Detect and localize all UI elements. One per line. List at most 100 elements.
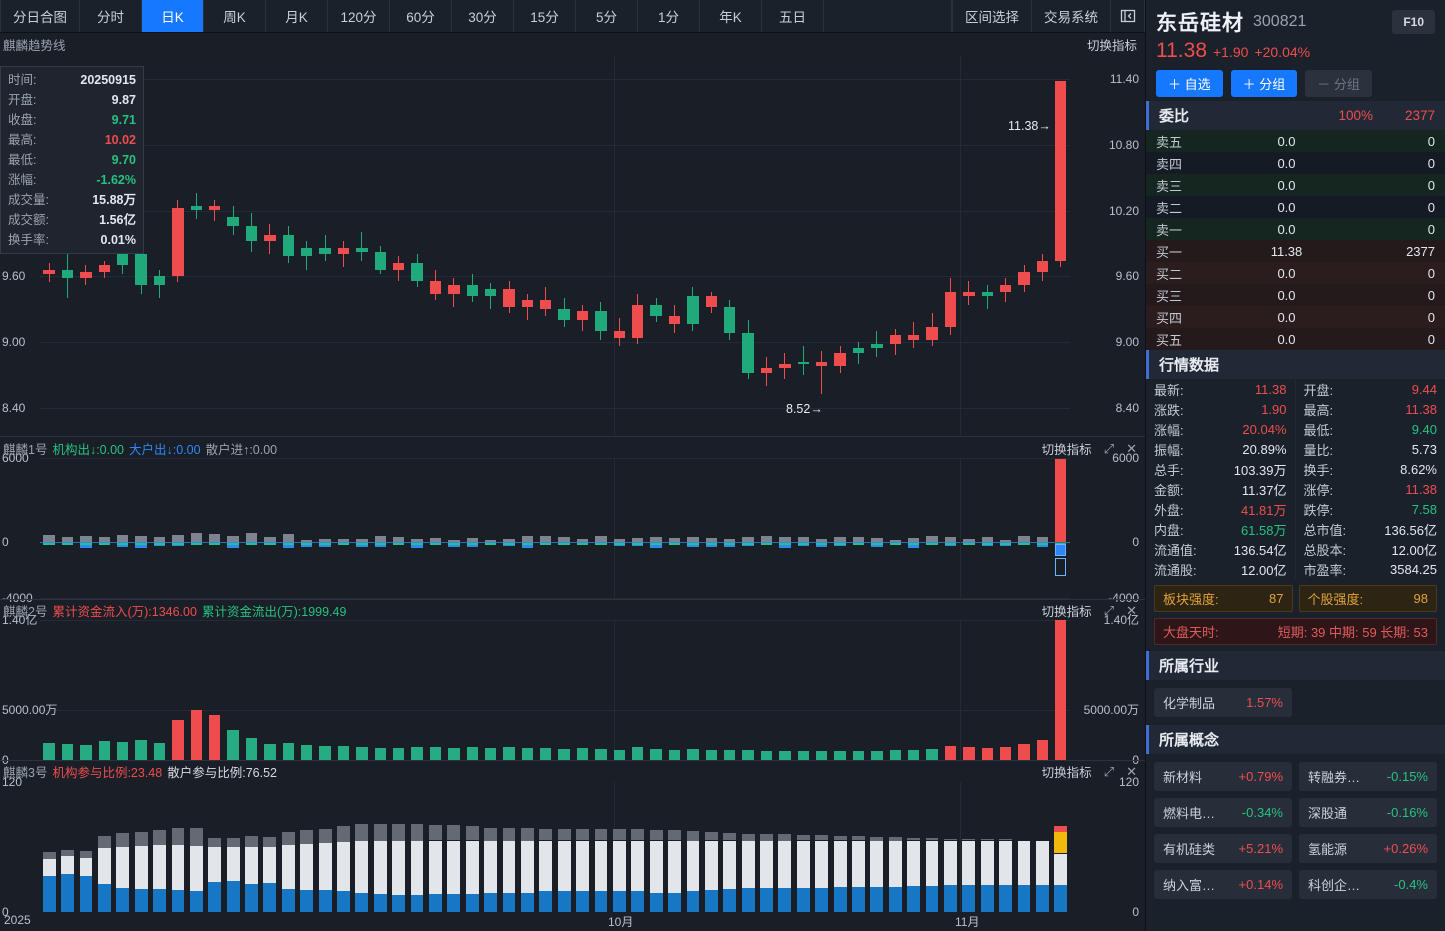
orderbook-row[interactable]: 卖一 0.0 0 bbox=[1146, 218, 1445, 240]
participation-bar-mid bbox=[1018, 841, 1031, 885]
candlestick-chart[interactable]: 8.40 9.00 9.60 10.20 10.80 11.40 9.60 9.00 8.40 1… bbox=[0, 55, 1145, 435]
concept-tag[interactable]: 有机硅类 +5.21% bbox=[1154, 834, 1292, 863]
expand-icon[interactable]: ⤢ bbox=[1104, 604, 1114, 617]
orderbook-volume: 0 bbox=[1373, 200, 1435, 215]
timeframe-tab-6[interactable]: 60分 bbox=[390, 0, 452, 32]
orderbook-ratio: 100% bbox=[1338, 108, 1373, 123]
expand-icon[interactable]: ⤢ bbox=[1104, 765, 1114, 778]
quote-value: 41.81万 bbox=[1241, 500, 1287, 519]
quotes-title: 行情数据 bbox=[1159, 354, 1219, 375]
candle bbox=[283, 55, 294, 435]
timeframe-tab-8[interactable]: 15分 bbox=[514, 0, 576, 32]
participation-bar-retail bbox=[355, 893, 368, 913]
turnover-bar bbox=[614, 750, 625, 760]
orderbook-row[interactable]: 买三 0.0 0 bbox=[1146, 284, 1445, 306]
orderbook-price: 11.38 bbox=[1200, 244, 1373, 259]
timeframe-tab-12[interactable]: 五日 bbox=[762, 0, 824, 32]
timeframe-tab-5[interactable]: 120分 bbox=[328, 0, 390, 32]
participation-bar-mid bbox=[760, 841, 773, 889]
concept-tag[interactable]: 新材料 +0.79% bbox=[1154, 762, 1292, 791]
participation-chart[interactable]: 120 120 0 0 bbox=[0, 782, 1145, 912]
panel3-title: 麒麟3号 bbox=[3, 762, 47, 781]
participation-bar-mid bbox=[337, 842, 350, 892]
participation-bar-mid bbox=[870, 841, 883, 888]
timeframe-tab-10[interactable]: 1分 bbox=[638, 0, 700, 32]
candle-body bbox=[448, 285, 459, 294]
turnover-bar bbox=[117, 742, 128, 760]
remove-group-button[interactable]: － 分组 bbox=[1305, 70, 1372, 97]
add-group-button[interactable]: ＋ 分组 bbox=[1231, 70, 1298, 97]
expand-icon[interactable]: ⤢ bbox=[1104, 442, 1114, 455]
stock-detail-panel: 东岳硅材 300821 F10 11.38 +1.90 +20.04% ＋ 自选… bbox=[1145, 0, 1445, 931]
concept-tag[interactable]: 转融券… -0.15% bbox=[1299, 762, 1437, 791]
trade-system-button[interactable]: 交易系统 bbox=[1032, 0, 1111, 32]
timeframe-tab-4[interactable]: 月K bbox=[266, 0, 328, 32]
candle-body bbox=[301, 248, 312, 257]
orderbook-row[interactable]: 买四 0.0 0 bbox=[1146, 306, 1445, 328]
fund-flow-chart[interactable]: 6000 6000 0 0 -4000 -4000 bbox=[0, 458, 1145, 598]
candle bbox=[1055, 55, 1066, 435]
timeframe-tab-0[interactable]: 分日合图 bbox=[0, 0, 80, 32]
turnover-bar bbox=[890, 750, 901, 760]
concept-tag-name: 氢能源 bbox=[1308, 839, 1347, 858]
candle bbox=[467, 55, 478, 435]
timeframe-tab-1[interactable]: 分时 bbox=[80, 0, 142, 32]
concept-tag-list: 新材料 +0.79% 转融券… -0.15% 燃料电… -0.34% 深股通 -0.16% 有机… bbox=[1146, 754, 1445, 907]
panel3-switch-indicator-button[interactable]: 切换指标 bbox=[1042, 762, 1092, 781]
candle-body bbox=[246, 226, 257, 241]
candle-body bbox=[430, 281, 441, 294]
f10-button[interactable]: F10 bbox=[1392, 10, 1435, 34]
orderbook-row[interactable]: 卖四 0.0 0 bbox=[1146, 152, 1445, 174]
participation-bar-mid bbox=[98, 848, 111, 884]
concept-tag[interactable]: 燃料电… -0.34% bbox=[1154, 798, 1292, 827]
month-gridline bbox=[960, 55, 961, 435]
orderbook-row[interactable]: 卖二 0.0 0 bbox=[1146, 196, 1445, 218]
orderbook-row[interactable]: 买二 0.0 0 bbox=[1146, 262, 1445, 284]
concept-tag[interactable]: 深股通 -0.16% bbox=[1299, 798, 1437, 827]
orderbook-row[interactable]: 卖五 0.0 0 bbox=[1146, 130, 1445, 152]
timeframe-tab-11[interactable]: 年K bbox=[700, 0, 762, 32]
close-icon[interactable]: ✕ bbox=[1126, 604, 1137, 617]
flow-line-green bbox=[945, 543, 956, 545]
participation-bar-retail bbox=[172, 890, 185, 912]
close-icon[interactable]: ✕ bbox=[1126, 765, 1137, 778]
concept-tag[interactable]: 氢能源 +0.26% bbox=[1299, 834, 1437, 863]
panel2-switch-indicator-button[interactable]: 切换指标 bbox=[1042, 601, 1092, 620]
orderbook-row[interactable]: 买五 0.0 0 bbox=[1146, 328, 1445, 350]
orderbook-price: 0.0 bbox=[1200, 156, 1373, 171]
concept-tag[interactable]: 纳入富… +0.14% bbox=[1154, 870, 1292, 899]
candle bbox=[871, 55, 882, 435]
timeframe-tab-9[interactable]: 5分 bbox=[576, 0, 638, 32]
add-watchlist-button[interactable]: ＋ 自选 bbox=[1156, 70, 1223, 97]
turnover-bar bbox=[871, 751, 882, 760]
candle bbox=[742, 55, 753, 435]
quotes-grid: 最新: 11.38 开盘: 9.44 涨跌: 1.90 最高: 11.38 涨幅: 20.04% 最… bbox=[1146, 379, 1445, 579]
flow-bar-grey bbox=[283, 534, 294, 542]
concept-tag[interactable]: 科创企… -0.4% bbox=[1299, 870, 1437, 899]
participation-bar-inst bbox=[43, 852, 56, 859]
orderbook-row[interactable]: 卖三 0.0 0 bbox=[1146, 174, 1445, 196]
collapse-panel-icon[interactable] bbox=[1111, 0, 1145, 32]
candle bbox=[246, 55, 257, 435]
participation-bar-mid bbox=[263, 847, 276, 883]
concept-tag-value: +0.14% bbox=[1239, 877, 1283, 892]
candle-wick bbox=[803, 346, 804, 374]
candle-body bbox=[209, 206, 220, 210]
timeframe-tab-3[interactable]: 周K bbox=[204, 0, 266, 32]
orderbook-level-label: 卖三 bbox=[1156, 176, 1200, 195]
range-select-button[interactable]: 区间选择 bbox=[952, 0, 1032, 32]
candle-wick bbox=[527, 294, 528, 320]
timeframe-tab-2[interactable]: 日K bbox=[142, 0, 204, 32]
orderbook-row[interactable]: 买一 11.38 2377 bbox=[1146, 240, 1445, 262]
participation-bar-mid bbox=[172, 845, 185, 891]
turnover-bar bbox=[1018, 744, 1029, 760]
turnover-chart[interactable]: 1.40亿1.40亿5000.00万5000.00万00 bbox=[0, 620, 1145, 760]
participation-bar-retail bbox=[650, 893, 663, 913]
close-icon[interactable]: ✕ bbox=[1126, 442, 1137, 455]
industry-tag[interactable]: 化学制品 1.57% bbox=[1154, 688, 1292, 717]
timeframe-tab-7[interactable]: 30分 bbox=[452, 0, 514, 32]
panel1-switch-indicator-button[interactable]: 切换指标 bbox=[1042, 439, 1092, 458]
participation-bar-mid bbox=[778, 841, 791, 889]
turnover-bar bbox=[798, 751, 809, 760]
switch-indicator-button[interactable]: 切换指标 bbox=[1087, 35, 1137, 54]
